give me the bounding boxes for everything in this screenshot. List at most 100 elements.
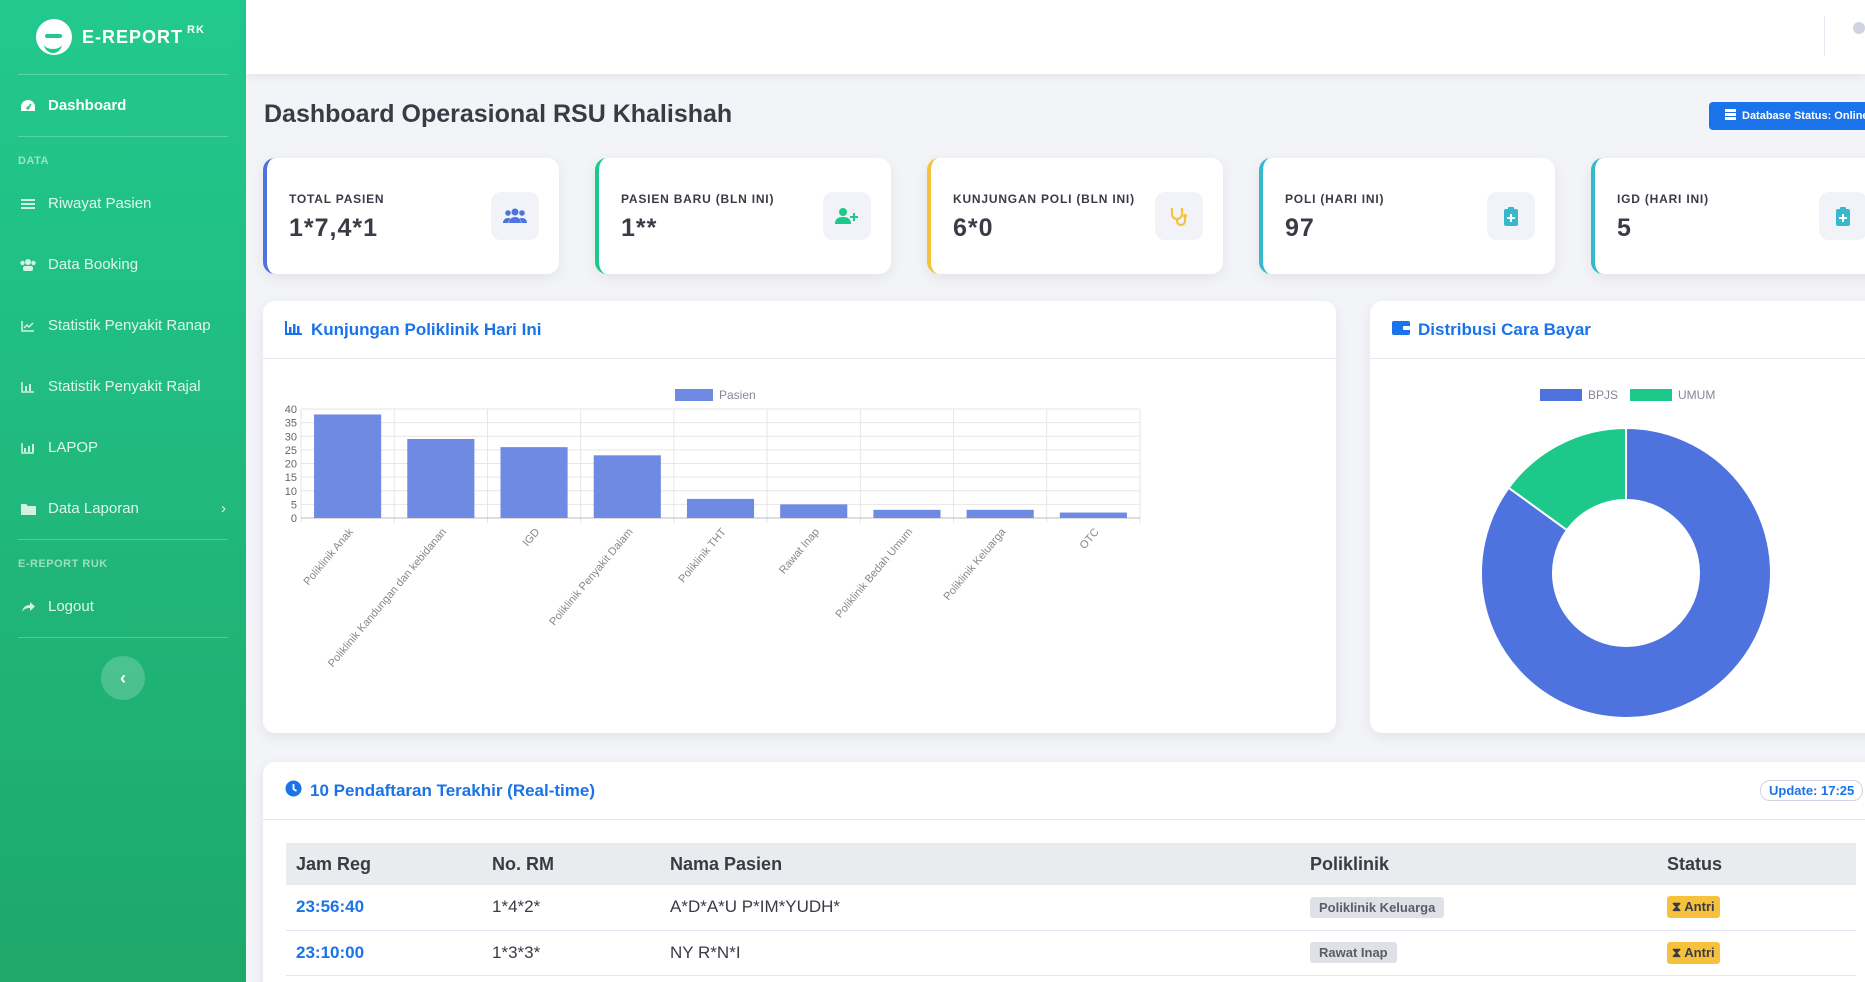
gauge-icon — [18, 99, 38, 113]
status-badge: ⧗ Antri — [1667, 896, 1720, 919]
chart-icon — [18, 442, 38, 454]
stat-card-pasien-baru: PASIEN BARU (BLN INI) 1** — [595, 158, 891, 274]
line-chart-icon — [18, 320, 38, 332]
column-header-jam-reg: Jam Reg — [286, 843, 482, 885]
list-icon — [18, 198, 38, 210]
stat-card-value: 97 — [1285, 214, 1315, 242]
sidebar: E-REPORT RK Dashboard DATA Riwayat Pasien… — [0, 0, 246, 982]
brand-name: E-REPORT RK — [82, 23, 205, 47]
y-tick-label: 25 — [285, 445, 297, 457]
chevron-right-icon: › — [221, 500, 226, 517]
recent-registrations-header: 10 Pendaftaran Terakhir (Real-time) — [263, 762, 1865, 820]
stat-card-igd-hari-ini: IGD (HARI INI) 5 — [1591, 158, 1865, 274]
stethoscope-icon — [1155, 192, 1203, 240]
sidebar-item-statistik-rajal[interactable]: Statistik Penyakit Rajal — [0, 356, 246, 417]
bar — [686, 498, 755, 518]
sidebar-divider — [18, 136, 228, 137]
cell-poliklinik: Rawat Inap — [1300, 930, 1657, 976]
chevron-left-icon: ‹ — [120, 667, 126, 688]
page-title: Dashboard Operasional RSU Khalishah — [264, 100, 733, 128]
x-tick-label: Poliklinik Bedah Umum — [833, 526, 915, 620]
table-row[interactable]: 23:56:40 1*4*2* A*D*A*U P*IM*YUDH* Polik… — [286, 885, 1856, 931]
legend-label: UMUM — [1678, 388, 1715, 402]
bar — [873, 509, 941, 518]
sidebar-heading-data: DATA — [18, 155, 49, 167]
sidebar-item-label: Statistik Penyakit Ranap — [48, 317, 211, 334]
x-tick-label: Poliklinik THT — [677, 526, 729, 585]
stat-card-label: KUNJUNGAN POLI (BLN INI) — [953, 192, 1135, 206]
clock-icon — [285, 780, 302, 802]
cell-jam-reg: 23:10:00 — [286, 930, 482, 976]
update-time-badge: Update: 17:25 — [1760, 780, 1864, 801]
stat-card-label: POLI (HARI INI) — [1285, 192, 1385, 206]
clipboard-plus-icon — [1819, 192, 1865, 240]
sidebar-item-logout[interactable]: Logout — [0, 576, 246, 637]
database-status-button[interactable]: Database Status: Online — [1709, 102, 1865, 130]
folder-icon — [18, 503, 38, 515]
sidebar-divider — [18, 539, 228, 540]
table-row[interactable]: 23:10:00 1*3*3* NY R*N*I Rawat Inap ⧗ An… — [286, 930, 1856, 976]
donut-slice — [1480, 426, 1772, 719]
brand[interactable]: E-REPORT RK — [0, 0, 246, 74]
stat-card-value: 5 — [1617, 214, 1632, 242]
column-header-poliklinik: Poliklinik — [1300, 843, 1657, 885]
x-tick-label: Rawat Inap — [777, 526, 822, 576]
recent-registrations-table: Jam Reg No. RM Nama Pasien Poliklinik St… — [286, 843, 1856, 976]
y-tick-label: 30 — [285, 431, 297, 443]
bar — [780, 504, 848, 518]
donut-slice — [1507, 426, 1627, 532]
sidebar-item-riwayat-pasien[interactable]: Riwayat Pasien — [0, 173, 246, 234]
donut-chart-title: Distribusi Cara Bayar — [1418, 319, 1591, 339]
legend-label: Pasien — [719, 388, 756, 402]
sidebar-item-label: Data Booking — [48, 256, 139, 273]
sidebar-item-label: Statistik Penyakit Rajal — [48, 378, 201, 395]
sidebar-heading-report: E-REPORT RUK — [18, 558, 108, 570]
database-icon — [1725, 109, 1736, 123]
sidebar-toggle-button[interactable]: ‹ — [101, 656, 145, 700]
bar-chart-panel: Kunjungan Poliklinik Hari Ini Pasien 0 5 10… — [263, 301, 1336, 733]
bar — [1059, 512, 1127, 518]
bar-chart-icon — [18, 381, 38, 393]
chart-legend-item: BPJS — [1540, 388, 1618, 402]
stat-card-kunjungan-poli: KUNJUNGAN POLI (BLN INI) 6*0 — [927, 158, 1223, 274]
column-header-status: Status — [1657, 843, 1856, 885]
stat-card-total-pasien: TOTAL PASIEN 1*7,4*1 — [263, 158, 559, 274]
logout-icon — [18, 601, 38, 613]
poliklinik-badge: Poliklinik Keluarga — [1310, 896, 1445, 918]
sidebar-item-lapop[interactable]: LAPOP — [0, 417, 246, 478]
sidebar-item-data-laporan[interactable]: Data Laporan › — [0, 478, 246, 539]
donut-chart-panel-header: Distribusi Cara Bayar — [1370, 301, 1865, 359]
cell-nama-pasien: A*D*A*U P*IM*YUDH* — [660, 885, 1300, 931]
sidebar-item-label: Dashboard — [48, 97, 127, 114]
stat-card-label: IGD (HARI INI) — [1617, 192, 1709, 206]
bar — [407, 438, 475, 518]
sidebar-item-dashboard[interactable]: Dashboard — [0, 75, 246, 136]
brand-logo-icon — [36, 19, 72, 55]
y-tick-label: 0 — [291, 513, 297, 525]
bar — [966, 509, 1034, 518]
bar — [314, 414, 382, 518]
topbar-divider — [1824, 16, 1825, 56]
legend-swatch — [675, 389, 713, 401]
table-header-row: Jam Reg No. RM Nama Pasien Poliklinik St… — [286, 843, 1856, 885]
cell-status: ⧗ Antri — [1657, 930, 1856, 976]
sidebar-item-data-booking[interactable]: Data Booking — [0, 234, 246, 295]
bar — [593, 455, 661, 518]
column-header-no-rm: No. RM — [482, 843, 660, 885]
user-avatar[interactable] — [1853, 22, 1865, 34]
stat-card-value: 6*0 — [953, 214, 994, 242]
legend-swatch — [1540, 389, 1582, 401]
x-tick-label: Poliklinik Penyakit Dalam — [547, 526, 635, 628]
sidebar-divider — [18, 74, 228, 75]
column-header-nama-pasien: Nama Pasien — [660, 843, 1300, 885]
recent-registrations-title: 10 Pendaftaran Terakhir (Real-time) — [310, 780, 595, 800]
stat-card-value: 1** — [621, 214, 658, 242]
stat-card-poli-hari-ini: POLI (HARI INI) 97 — [1259, 158, 1555, 274]
cell-jam-reg: 23:56:40 — [286, 885, 482, 931]
user-plus-icon — [823, 192, 871, 240]
y-tick-label: 15 — [285, 472, 297, 484]
topbar — [246, 0, 1865, 74]
sidebar-item-statistik-ranap[interactable]: Statistik Penyakit Ranap — [0, 295, 246, 356]
y-tick-label: 40 — [285, 404, 297, 416]
users-icon — [491, 192, 539, 240]
